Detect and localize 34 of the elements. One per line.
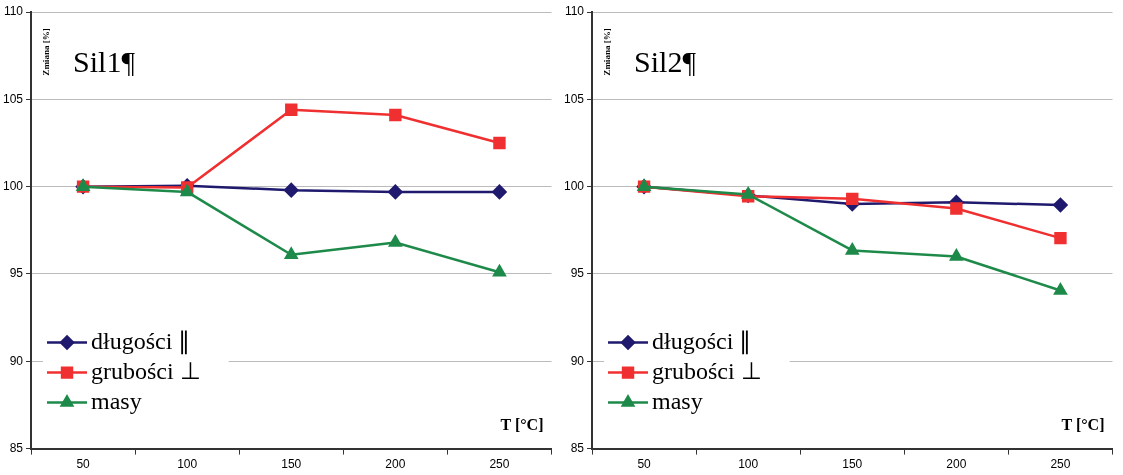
x-tick-label: 250 [1050, 457, 1071, 472]
y-tick-label: 95 [9, 266, 24, 281]
x-tick-label: 50 [76, 457, 91, 472]
legend-label: masy [91, 387, 142, 414]
legend-label: grubości ⊥ [91, 357, 201, 384]
x-tick-label: 50 [637, 457, 652, 472]
x-axis-title: T [°C] [500, 415, 544, 433]
x-tick-label: 250 [489, 457, 510, 472]
y-tick-label: 110 [564, 4, 585, 19]
x-tick-label: 100 [738, 457, 759, 472]
legend-label: masy [652, 387, 703, 414]
y-tick-label: 95 [570, 266, 585, 281]
y-tick-label: 100 [2, 178, 24, 193]
legend-label: grubości ⊥ [652, 357, 762, 384]
y-tick-label: 110 [3, 4, 24, 19]
legend-label: długości ∥ [91, 327, 191, 355]
y-tick-label: 100 [563, 178, 585, 193]
text: Sil1¶ [73, 44, 136, 78]
x-tick-label: 100 [177, 457, 198, 472]
legend-label: długości ∥ [652, 327, 752, 355]
x-axis-title: T [°C] [1061, 415, 1105, 433]
y-tick-label: 105 [2, 91, 24, 106]
x-tick-label: 150 [281, 457, 302, 472]
y-tick-label: 105 [563, 91, 585, 106]
x-tick-label: 200 [946, 457, 967, 472]
x-tick-label: 200 [385, 457, 406, 472]
y-axis-title: Zmiana [%] [602, 28, 613, 76]
y-tick-label: 85 [570, 440, 585, 455]
text: Sil2¶ [634, 44, 697, 78]
y-axis-title: Zmiana [%] [41, 28, 52, 76]
x-tick-label: 150 [842, 457, 863, 472]
y-tick-label: 85 [9, 440, 24, 455]
y-tick-label: 90 [9, 353, 24, 368]
y-tick-label: 90 [570, 353, 585, 368]
